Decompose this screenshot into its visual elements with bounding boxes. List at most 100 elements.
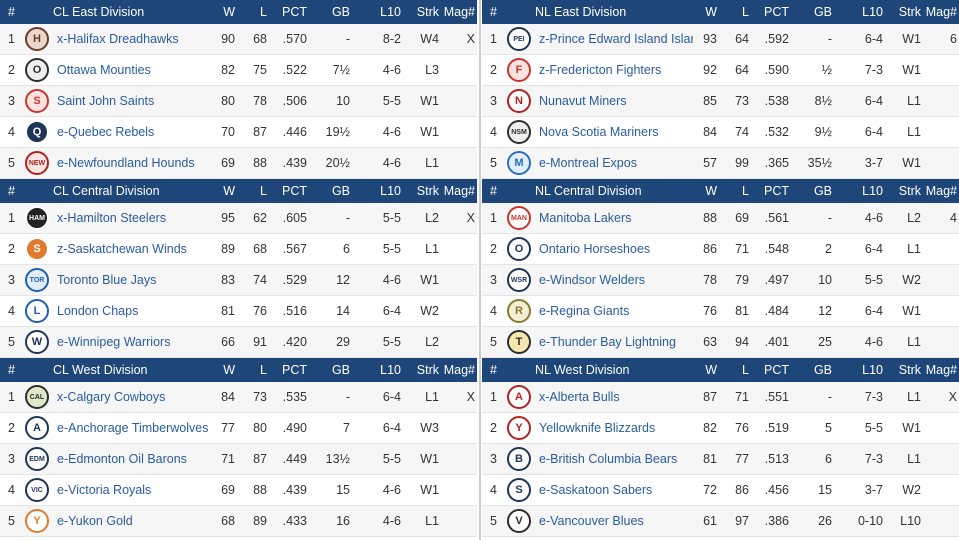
losses-cell: 71 xyxy=(735,390,749,404)
team-name-link[interactable]: e-Regina Giants xyxy=(539,304,630,318)
team-cell: O Ontario Horseshoes xyxy=(503,237,693,261)
rank-cell: 5 xyxy=(490,156,497,170)
team-name-link[interactable]: z-Saskatchewan Winds xyxy=(57,242,187,256)
team-cell: CAL x-Calgary Cowboys xyxy=(21,385,211,409)
wins-cell: 61 xyxy=(703,514,717,528)
team-name-link[interactable]: Ontario Horseshoes xyxy=(539,242,651,256)
magic-number-cell: X xyxy=(466,211,475,225)
team-cell: N Nunavut Miners xyxy=(503,89,693,113)
rank-header: # xyxy=(8,363,15,377)
pct-cell: .456 xyxy=(764,483,789,497)
team-name-link[interactable]: e-Edmonton Oil Barons xyxy=(57,452,187,466)
team-name-link[interactable]: e-Thunder Bay Lightning xyxy=(539,335,676,349)
team-name-link[interactable]: e-Newfoundland Hounds xyxy=(57,156,195,170)
rank-cell: 2 xyxy=(490,242,497,256)
team-name-link[interactable]: Toronto Blue Jays xyxy=(57,273,157,287)
team-row: 1 CAL x-Calgary Cowboys 84 73 .535 - 6-4 L1 X xyxy=(0,382,477,413)
team-name-link[interactable]: Manitoba Lakers xyxy=(539,211,632,225)
team-name-link[interactable]: Ottawa Mounties xyxy=(57,63,151,77)
team-logo-icon: S xyxy=(507,478,531,502)
team-row: 3 N Nunavut Miners 85 73 .538 8½ 6-4 L1 xyxy=(482,86,959,117)
team-name-link[interactable]: x-Alberta Bulls xyxy=(539,390,620,404)
losses-cell: 68 xyxy=(253,242,267,256)
magic-number-cell: X xyxy=(948,390,957,404)
team-name-link[interactable]: x-Calgary Cowboys xyxy=(57,390,166,404)
last-ten-cell: 5-5 xyxy=(382,242,401,256)
games-back-cell: 10 xyxy=(336,94,350,108)
rank-cell: 2 xyxy=(490,63,497,77)
team-name-link[interactable]: London Chaps xyxy=(57,304,139,318)
streak-cell: W1 xyxy=(902,304,921,318)
team-name-link[interactable]: x-Hamilton Steelers xyxy=(57,211,167,225)
wins-cell: 69 xyxy=(221,483,235,497)
gb-header: GB xyxy=(331,5,350,19)
losses-cell: 75 xyxy=(253,63,267,77)
wins-header: W xyxy=(705,5,717,19)
pct-cell: .535 xyxy=(282,390,307,404)
team-row: 4 VIC e-Victoria Royals 69 88 .439 15 4-6 W1 xyxy=(0,475,477,506)
team-name-link[interactable]: e-Victoria Royals xyxy=(57,483,152,497)
division-name: CL Central Division xyxy=(53,184,160,198)
column-divider xyxy=(479,0,481,540)
rank-header: # xyxy=(8,184,15,198)
rank-cell: 3 xyxy=(490,452,497,466)
team-cell: NSM Nova Scotia Mariners xyxy=(503,120,693,144)
division-name: NL Central Division xyxy=(535,184,642,198)
team-name-link[interactable]: e-British Columbia Bears xyxy=(539,452,678,466)
streak-header: Strk xyxy=(416,363,439,377)
rank-cell: 2 xyxy=(490,421,497,435)
games-back-cell: - xyxy=(827,32,832,46)
last-ten-cell: 6-4 xyxy=(382,390,401,404)
last-ten-cell: 4-6 xyxy=(382,483,401,497)
team-name-link[interactable]: Nunavut Miners xyxy=(539,94,627,108)
team-name-link[interactable]: Nova Scotia Mariners xyxy=(539,125,659,139)
team-name-link[interactable]: e-Winnipeg Warriors xyxy=(57,335,171,349)
team-name-link[interactable]: Saint John Saints xyxy=(57,94,155,108)
wins-cell: 70 xyxy=(221,125,235,139)
pct-cell: .532 xyxy=(764,125,789,139)
l10-header: L10 xyxy=(380,5,401,19)
last-ten-cell: 5-5 xyxy=(382,211,401,225)
streak-header: Strk xyxy=(416,5,439,19)
team-name-link[interactable]: e-Windsor Welders xyxy=(539,273,646,287)
wins-cell: 66 xyxy=(221,335,235,349)
team-row: 2 O Ottawa Mounties 82 75 .522 7½ 4-6 L3 xyxy=(0,55,477,86)
rank-cell: 4 xyxy=(490,125,497,139)
pct-cell: .513 xyxy=(764,452,789,466)
team-cell: NEW e-Newfoundland Hounds xyxy=(21,151,211,175)
team-name-link[interactable]: z-Prince Edward Island Islar xyxy=(539,32,693,46)
l10-header: L10 xyxy=(862,363,883,377)
losses-cell: 91 xyxy=(253,335,267,349)
team-name-link[interactable]: e-Quebec Rebels xyxy=(57,125,155,139)
games-back-cell: - xyxy=(345,32,350,46)
wins-cell: 81 xyxy=(221,304,235,318)
team-name-link[interactable]: e-Montreal Expos xyxy=(539,156,637,170)
games-back-cell: 15 xyxy=(818,483,832,497)
streak-cell: L1 xyxy=(425,390,439,404)
team-name-link[interactable]: e-Vancouver Blues xyxy=(539,514,644,528)
rank-cell: 1 xyxy=(8,32,15,46)
team-name-link[interactable]: e-Anchorage Timberwolves xyxy=(57,421,209,435)
losses-cell: 76 xyxy=(253,304,267,318)
games-back-cell: - xyxy=(827,211,832,225)
pct-cell: .529 xyxy=(282,273,307,287)
team-cell: MAN Manitoba Lakers xyxy=(503,206,693,230)
team-logo-icon: W xyxy=(25,330,49,354)
team-name-link[interactable]: e-Saskatoon Sabers xyxy=(539,483,653,497)
team-name-link[interactable]: e-Yukon Gold xyxy=(57,514,133,528)
team-name-link[interactable]: Yellowknife Blizzards xyxy=(539,421,656,435)
team-name-link[interactable]: z-Fredericton Fighters xyxy=(539,63,662,77)
last-ten-cell: 4-6 xyxy=(382,63,401,77)
team-name-link[interactable]: x-Halifax Dreadhawks xyxy=(57,32,179,46)
gb-header: GB xyxy=(813,5,832,19)
streak-cell: W2 xyxy=(420,304,439,318)
division-nl-central-division: # NL Central Division W L PCT GB L10 Strk Mag# 1 M… xyxy=(482,179,959,358)
games-back-cell: 25 xyxy=(818,335,832,349)
